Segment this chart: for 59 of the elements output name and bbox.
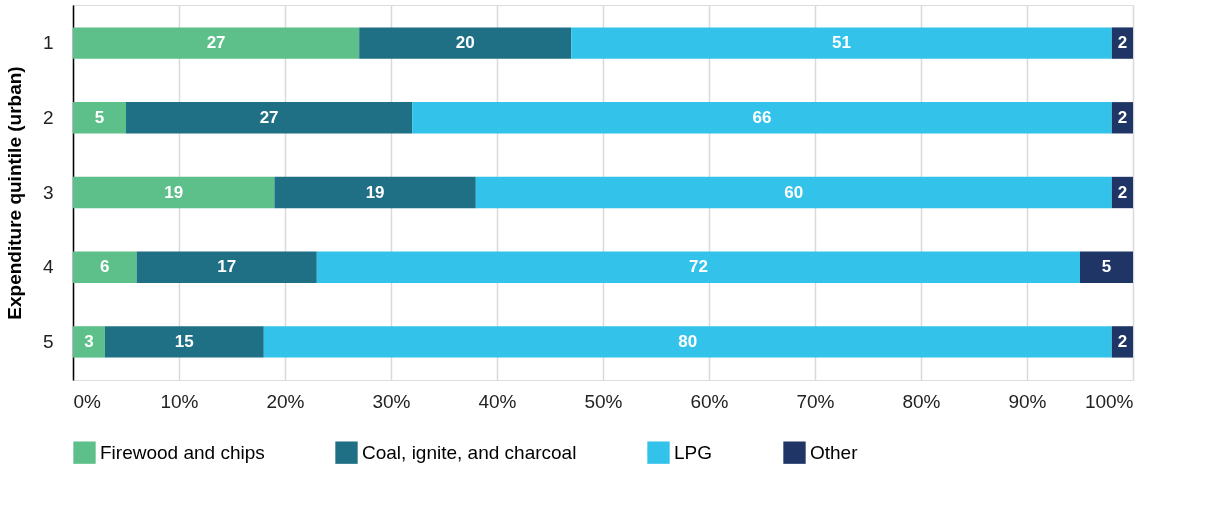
data-label: 19: [164, 182, 184, 202]
x-tick-label: 20%: [266, 390, 305, 412]
legend-label: Coal, ignite, and charcoal: [362, 441, 577, 463]
x-tick-label: 60%: [690, 390, 729, 412]
bar: [1080, 251, 1133, 283]
data-label: 60: [784, 182, 804, 202]
bar: [73, 102, 126, 134]
x-tick-label: 80%: [902, 390, 941, 412]
data-label: 27: [206, 33, 226, 53]
data-label: 17: [217, 257, 237, 277]
y-axis-title: Expenditure quintile (urban): [3, 66, 25, 320]
bar: [73, 176, 275, 209]
bar: [359, 27, 572, 59]
bar: [73, 27, 360, 59]
bar: [274, 176, 476, 209]
data-label: 15: [174, 331, 194, 351]
x-tick-label: 50%: [584, 390, 623, 412]
data-label: 2: [1117, 33, 1128, 53]
data-label: 19: [365, 182, 385, 202]
legend-label: Other: [810, 441, 859, 463]
data-label: 66: [752, 107, 772, 127]
data-label: 27: [259, 107, 279, 127]
x-tick-label: 100%: [1084, 390, 1134, 412]
bar: [263, 326, 1112, 358]
bar: [104, 326, 264, 358]
bar: [73, 251, 137, 283]
data-label: 5: [1101, 257, 1112, 277]
x-tick-label: 10%: [160, 390, 199, 412]
data-label: 2: [1117, 182, 1128, 202]
x-tick-label: 40%: [478, 390, 517, 412]
y-tick-label: 5: [42, 330, 54, 352]
bar: [136, 251, 317, 283]
bar: [73, 326, 105, 358]
x-tick-label: 0%: [73, 390, 102, 412]
x-tick-label: 30%: [372, 390, 411, 412]
x-tick-label: 70%: [796, 390, 835, 412]
y-tick-label: 4: [42, 256, 54, 278]
data-label: 80: [678, 331, 698, 351]
bar: [316, 251, 1080, 283]
data-label: 51: [832, 33, 851, 53]
y-tick-label: 2: [42, 106, 54, 128]
bar: [1111, 326, 1133, 358]
data-label: 3: [84, 331, 94, 351]
data-label: 5: [94, 107, 105, 127]
data-label: 2: [1117, 331, 1128, 351]
bar: [475, 176, 1112, 209]
data-label: 72: [688, 257, 708, 277]
bar: [571, 27, 1112, 59]
y-tick-label: 1: [42, 32, 54, 54]
bar: [126, 102, 413, 134]
legend-label: LPG: [674, 441, 713, 463]
y-tick-label: 3: [42, 181, 54, 203]
data-label: 2: [1117, 107, 1128, 127]
bar: [412, 102, 1112, 134]
bar: [1111, 27, 1133, 59]
data-label: 20: [455, 33, 475, 53]
data-label: 6: [100, 257, 110, 277]
x-tick-label: 90%: [1008, 390, 1047, 412]
legend-label: Firewood and chips: [100, 441, 265, 463]
